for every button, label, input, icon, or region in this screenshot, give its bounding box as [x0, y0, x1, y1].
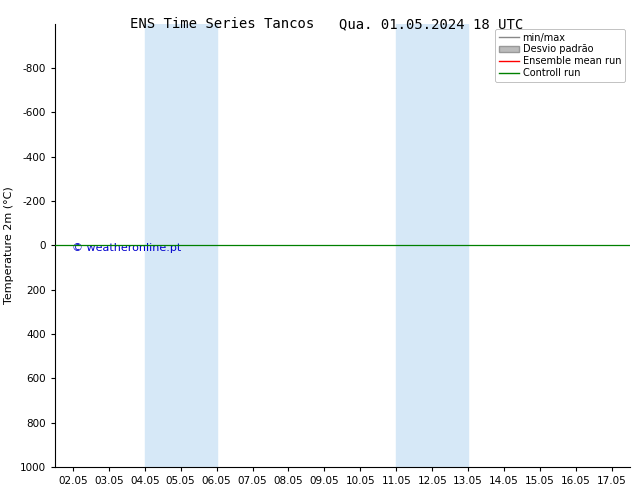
Bar [145, 24, 217, 467]
Bar [396, 24, 468, 467]
Legend: min/max, Desvio padrão, Ensemble mean run, Controll run: min/max, Desvio padrão, Ensemble mean ru… [495, 28, 625, 82]
Text: © weatheronline.pt: © weatheronline.pt [72, 243, 181, 252]
Y-axis label: Temperature 2m (°C): Temperature 2m (°C) [4, 186, 14, 304]
Text: ENS Time Series Tancos: ENS Time Series Tancos [130, 17, 314, 31]
Text: Qua. 01.05.2024 18 UTC: Qua. 01.05.2024 18 UTC [339, 17, 523, 31]
